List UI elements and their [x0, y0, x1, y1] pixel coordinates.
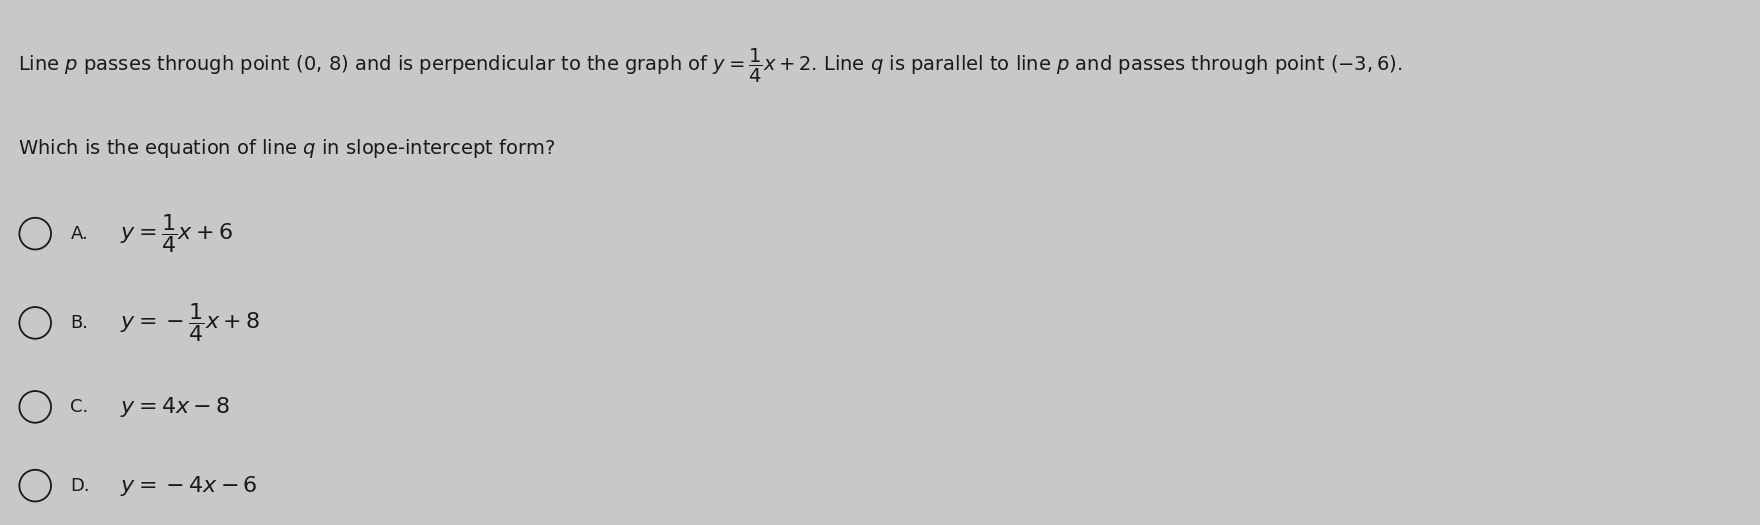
Text: $y = 4x - 8$: $y = 4x - 8$: [120, 395, 231, 419]
Text: Line $\mathbf{\mathit{p}}$ passes through point (0, 8) and is perpendicular to t: Line $\mathbf{\mathit{p}}$ passes throug…: [18, 47, 1403, 86]
Text: $y = -\dfrac{1}{4}x + 8$: $y = -\dfrac{1}{4}x + 8$: [120, 301, 260, 344]
Text: $y = -4x - 6$: $y = -4x - 6$: [120, 474, 257, 498]
Text: D.: D.: [70, 477, 90, 495]
Text: B.: B.: [70, 314, 88, 332]
Text: $y = \dfrac{1}{4}x + 6$: $y = \dfrac{1}{4}x + 6$: [120, 212, 232, 255]
Text: A.: A.: [70, 225, 88, 243]
Text: Which is the equation of line $\mathit{q}$ in slope-intercept form?: Which is the equation of line $\mathit{q…: [18, 136, 554, 160]
Text: C.: C.: [70, 398, 88, 416]
